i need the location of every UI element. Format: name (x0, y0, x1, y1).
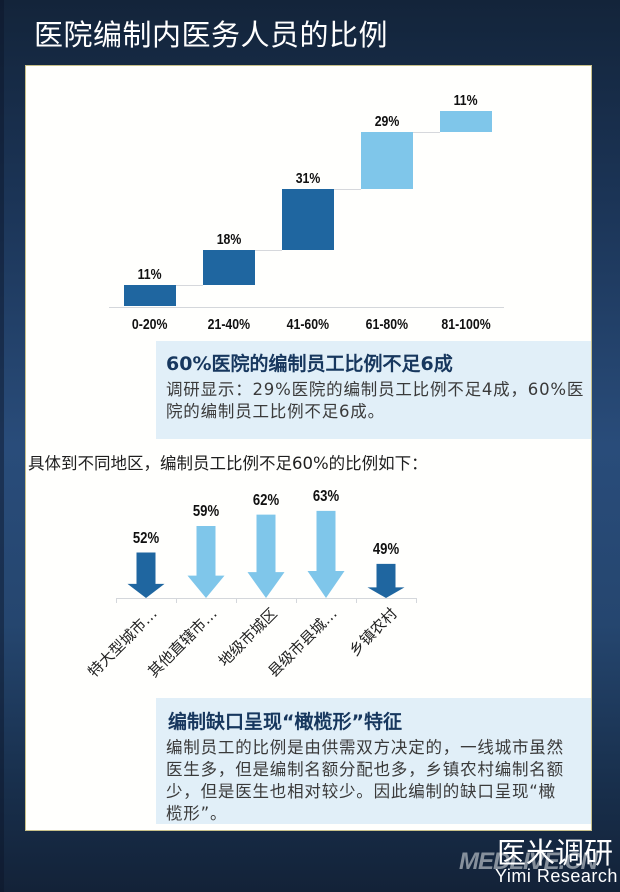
axis-tick (356, 598, 357, 603)
content-panel: 11% 0-20% 18% 21-40% 31% 41-60% 29% 61-80% 11% 81… (25, 65, 592, 831)
value-label: 59% (192, 502, 220, 520)
info-box-body: 编制员工的比例是由供需双方决定的，一线城市虽然医生多，但是编制名额分配也多，乡镇… (166, 738, 564, 823)
axis-tick (176, 598, 177, 603)
logo-cn: 医米调研 (497, 836, 614, 870)
down-arrow-icon (367, 563, 405, 598)
waterfall-bar (281, 189, 334, 250)
value-label: 11% (138, 265, 162, 283)
category-label: 21-40% (207, 315, 251, 333)
info-box-olive-summary: 60%医院的编制员工比例不足6成 调研显示：29%医院的编制员工比例不足4成，6… (156, 341, 591, 439)
waterfall-bar (360, 132, 413, 190)
category-label: 41-60% (286, 315, 329, 333)
x-axis-line (109, 306, 504, 308)
value-label: 29% (374, 113, 400, 131)
axis-tick (236, 598, 237, 603)
category-label: 0-20% (132, 315, 168, 333)
axis-tick (116, 598, 117, 603)
down-arrow-icon (307, 510, 345, 598)
waterfall-bar (202, 249, 255, 285)
value-label: 62% (252, 491, 280, 509)
region-arrow-chart: 52% 特大型城市… 59% 其他直辖市… 62% 地级市城区 63% 县级市县城… 49% 乡镇… (81, 481, 441, 691)
connector-line (333, 189, 361, 191)
waterfall-bar (439, 110, 492, 133)
info-box-title: 60%医院的编制员工比例不足6成 (166, 353, 453, 375)
down-arrow-icon (127, 552, 165, 598)
axis-tick (416, 598, 417, 603)
value-label: 63% (312, 487, 340, 505)
value-label: 49% (372, 540, 400, 558)
category-label: 61-80% (365, 315, 408, 333)
info-box-title: 编制缺口呈现“橄榄形”特征 (168, 711, 402, 733)
category-label: 81-100% (440, 315, 491, 333)
value-label: 11% (453, 91, 478, 109)
waterfall-bar (124, 284, 176, 307)
x-axis-line (116, 598, 416, 599)
medlive-watermark: MEDLIVE.CN (459, 848, 598, 875)
connector-line (254, 249, 282, 251)
arrow-shapes (127, 510, 405, 598)
value-label: 31% (295, 170, 321, 188)
value-label: 52% (132, 529, 160, 547)
page-title: 医院编制内医务人员的比例 (34, 18, 389, 52)
connector-line (176, 284, 203, 286)
region-intro-text: 具体到不同地区，编制员工比例不足60%的比例如下： (28, 454, 428, 473)
connector-line (412, 132, 440, 134)
info-box-olive-shape: 编制缺口呈现“橄榄形”特征 编制员工的比例是由供需双方决定的，一线城市虽然医生多… (156, 698, 591, 824)
logo-en: Yimi Research (495, 866, 618, 886)
value-label: 18% (216, 230, 242, 248)
background-edge (0, 0, 4, 892)
waterfall-chart: 11% 0-20% 18% 21-40% 31% 41-60% 29% 61-80% 11% 81… (101, 81, 521, 341)
axis-tick (296, 598, 297, 603)
info-box-body: 调研显示：29%医院的编制员工比例不足4成，60%医院的编制员工比例不足6成。 (166, 380, 585, 421)
down-arrow-icon (247, 514, 285, 598)
down-arrow-icon (187, 525, 225, 598)
